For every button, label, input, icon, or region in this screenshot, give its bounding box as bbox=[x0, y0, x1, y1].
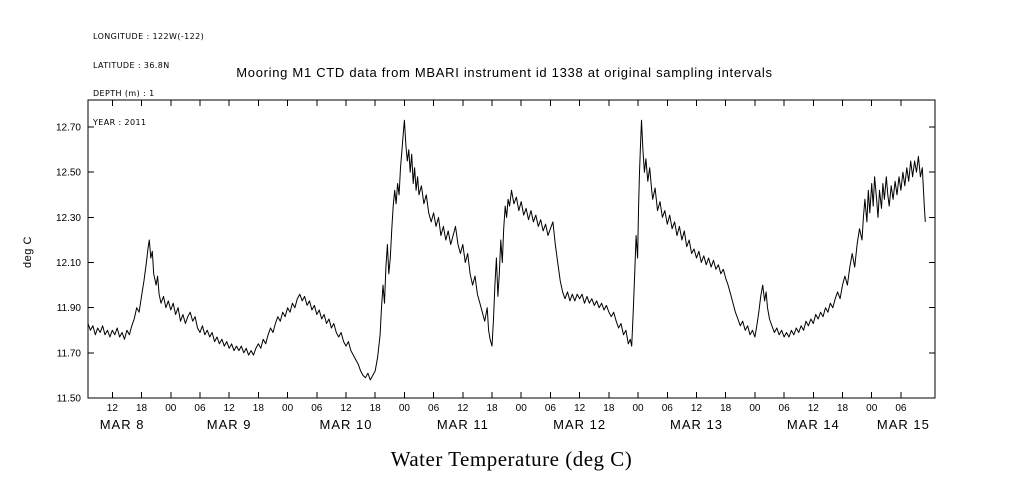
x-tick-label: 18 bbox=[253, 403, 265, 414]
x-axis-title: Water Temperature (deg C) bbox=[390, 447, 633, 471]
x-tick-label: 00 bbox=[165, 403, 177, 414]
y-tick-label: 12.10 bbox=[56, 258, 81, 269]
x-tick-label: 00 bbox=[866, 403, 878, 414]
plot-title: Mooring M1 CTD data from MBARI instrumen… bbox=[236, 65, 773, 80]
y-ticks bbox=[88, 126, 935, 399]
date-label: MAR 15 bbox=[877, 417, 930, 432]
meta-latitude: LATITUDE : 36.8N bbox=[93, 60, 170, 70]
temperature-series-line bbox=[87, 119, 926, 381]
meta-longitude: LONGITUDE : 122W(-122) bbox=[93, 32, 205, 41]
x-tick-label: 12 bbox=[808, 403, 820, 414]
date-labels: MAR 8 MAR 9 MAR 10 MAR 11 MAR 12 MAR 13 MAR 14… bbox=[100, 417, 930, 432]
date-label: MAR 9 bbox=[207, 417, 252, 432]
x-tick-label: 00 bbox=[282, 403, 294, 414]
date-label: MAR 11 bbox=[437, 417, 489, 432]
x-tick-label: 06 bbox=[779, 403, 791, 414]
x-tick-label: 06 bbox=[428, 403, 440, 414]
y-tick-label: 12.50 bbox=[56, 168, 81, 179]
x-tick-label: 18 bbox=[136, 403, 148, 414]
x-tick-labels: 12 18 00 06 12 18 00 06 12 18 00 06 12 18 00 06 12 18 00 06… bbox=[107, 403, 907, 414]
y-tick-label: 11.70 bbox=[57, 348, 82, 359]
x-tick-label: 12 bbox=[574, 403, 586, 414]
y-tick-label: 11.50 bbox=[57, 394, 82, 405]
x-tick-label: 18 bbox=[603, 403, 615, 414]
date-label: MAR 12 bbox=[553, 417, 606, 432]
y-tick-label: 12.30 bbox=[56, 213, 81, 224]
x-tick-label: 18 bbox=[720, 403, 732, 414]
header-metadata: LONGITUDE : 122W(-122) LATITUDE : 36.8N … bbox=[93, 13, 204, 146]
x-tick-label: 00 bbox=[399, 403, 411, 414]
x-tick-label: 12 bbox=[691, 403, 703, 414]
x-ticks bbox=[111, 100, 902, 398]
x-tick-label: 18 bbox=[486, 403, 498, 414]
plot-frame bbox=[87, 99, 936, 399]
x-tick-label: 12 bbox=[340, 403, 352, 414]
meta-year: YEAR : 2011 bbox=[93, 117, 147, 127]
x-tick-label: 00 bbox=[633, 403, 645, 414]
date-label: MAR 13 bbox=[670, 417, 723, 432]
x-tick-label: 06 bbox=[662, 403, 674, 414]
y-tick-label: 12.70 bbox=[56, 123, 81, 134]
x-tick-label: 06 bbox=[311, 403, 323, 414]
x-tick-label: 00 bbox=[516, 403, 528, 414]
y-tick-labels: 11.50 11.70 11.90 12.10 12.30 12.50 12.70 bbox=[56, 123, 81, 405]
date-label: MAR 14 bbox=[787, 417, 840, 432]
x-tick-label: 06 bbox=[895, 403, 907, 414]
x-tick-label: 00 bbox=[749, 403, 761, 414]
date-label: MAR 8 bbox=[100, 417, 145, 432]
date-label: MAR 10 bbox=[320, 417, 373, 432]
x-tick-label: 12 bbox=[457, 403, 469, 414]
x-tick-label: 06 bbox=[545, 403, 557, 414]
meta-depth: DEPTH (m) : 1 bbox=[93, 89, 155, 98]
x-tick-label: 06 bbox=[194, 403, 206, 414]
y-tick-label: 11.90 bbox=[57, 303, 82, 314]
x-tick-label: 12 bbox=[224, 403, 236, 414]
x-tick-label: 12 bbox=[107, 403, 119, 414]
x-tick-label: 18 bbox=[837, 403, 849, 414]
x-tick-label: 18 bbox=[370, 403, 382, 414]
